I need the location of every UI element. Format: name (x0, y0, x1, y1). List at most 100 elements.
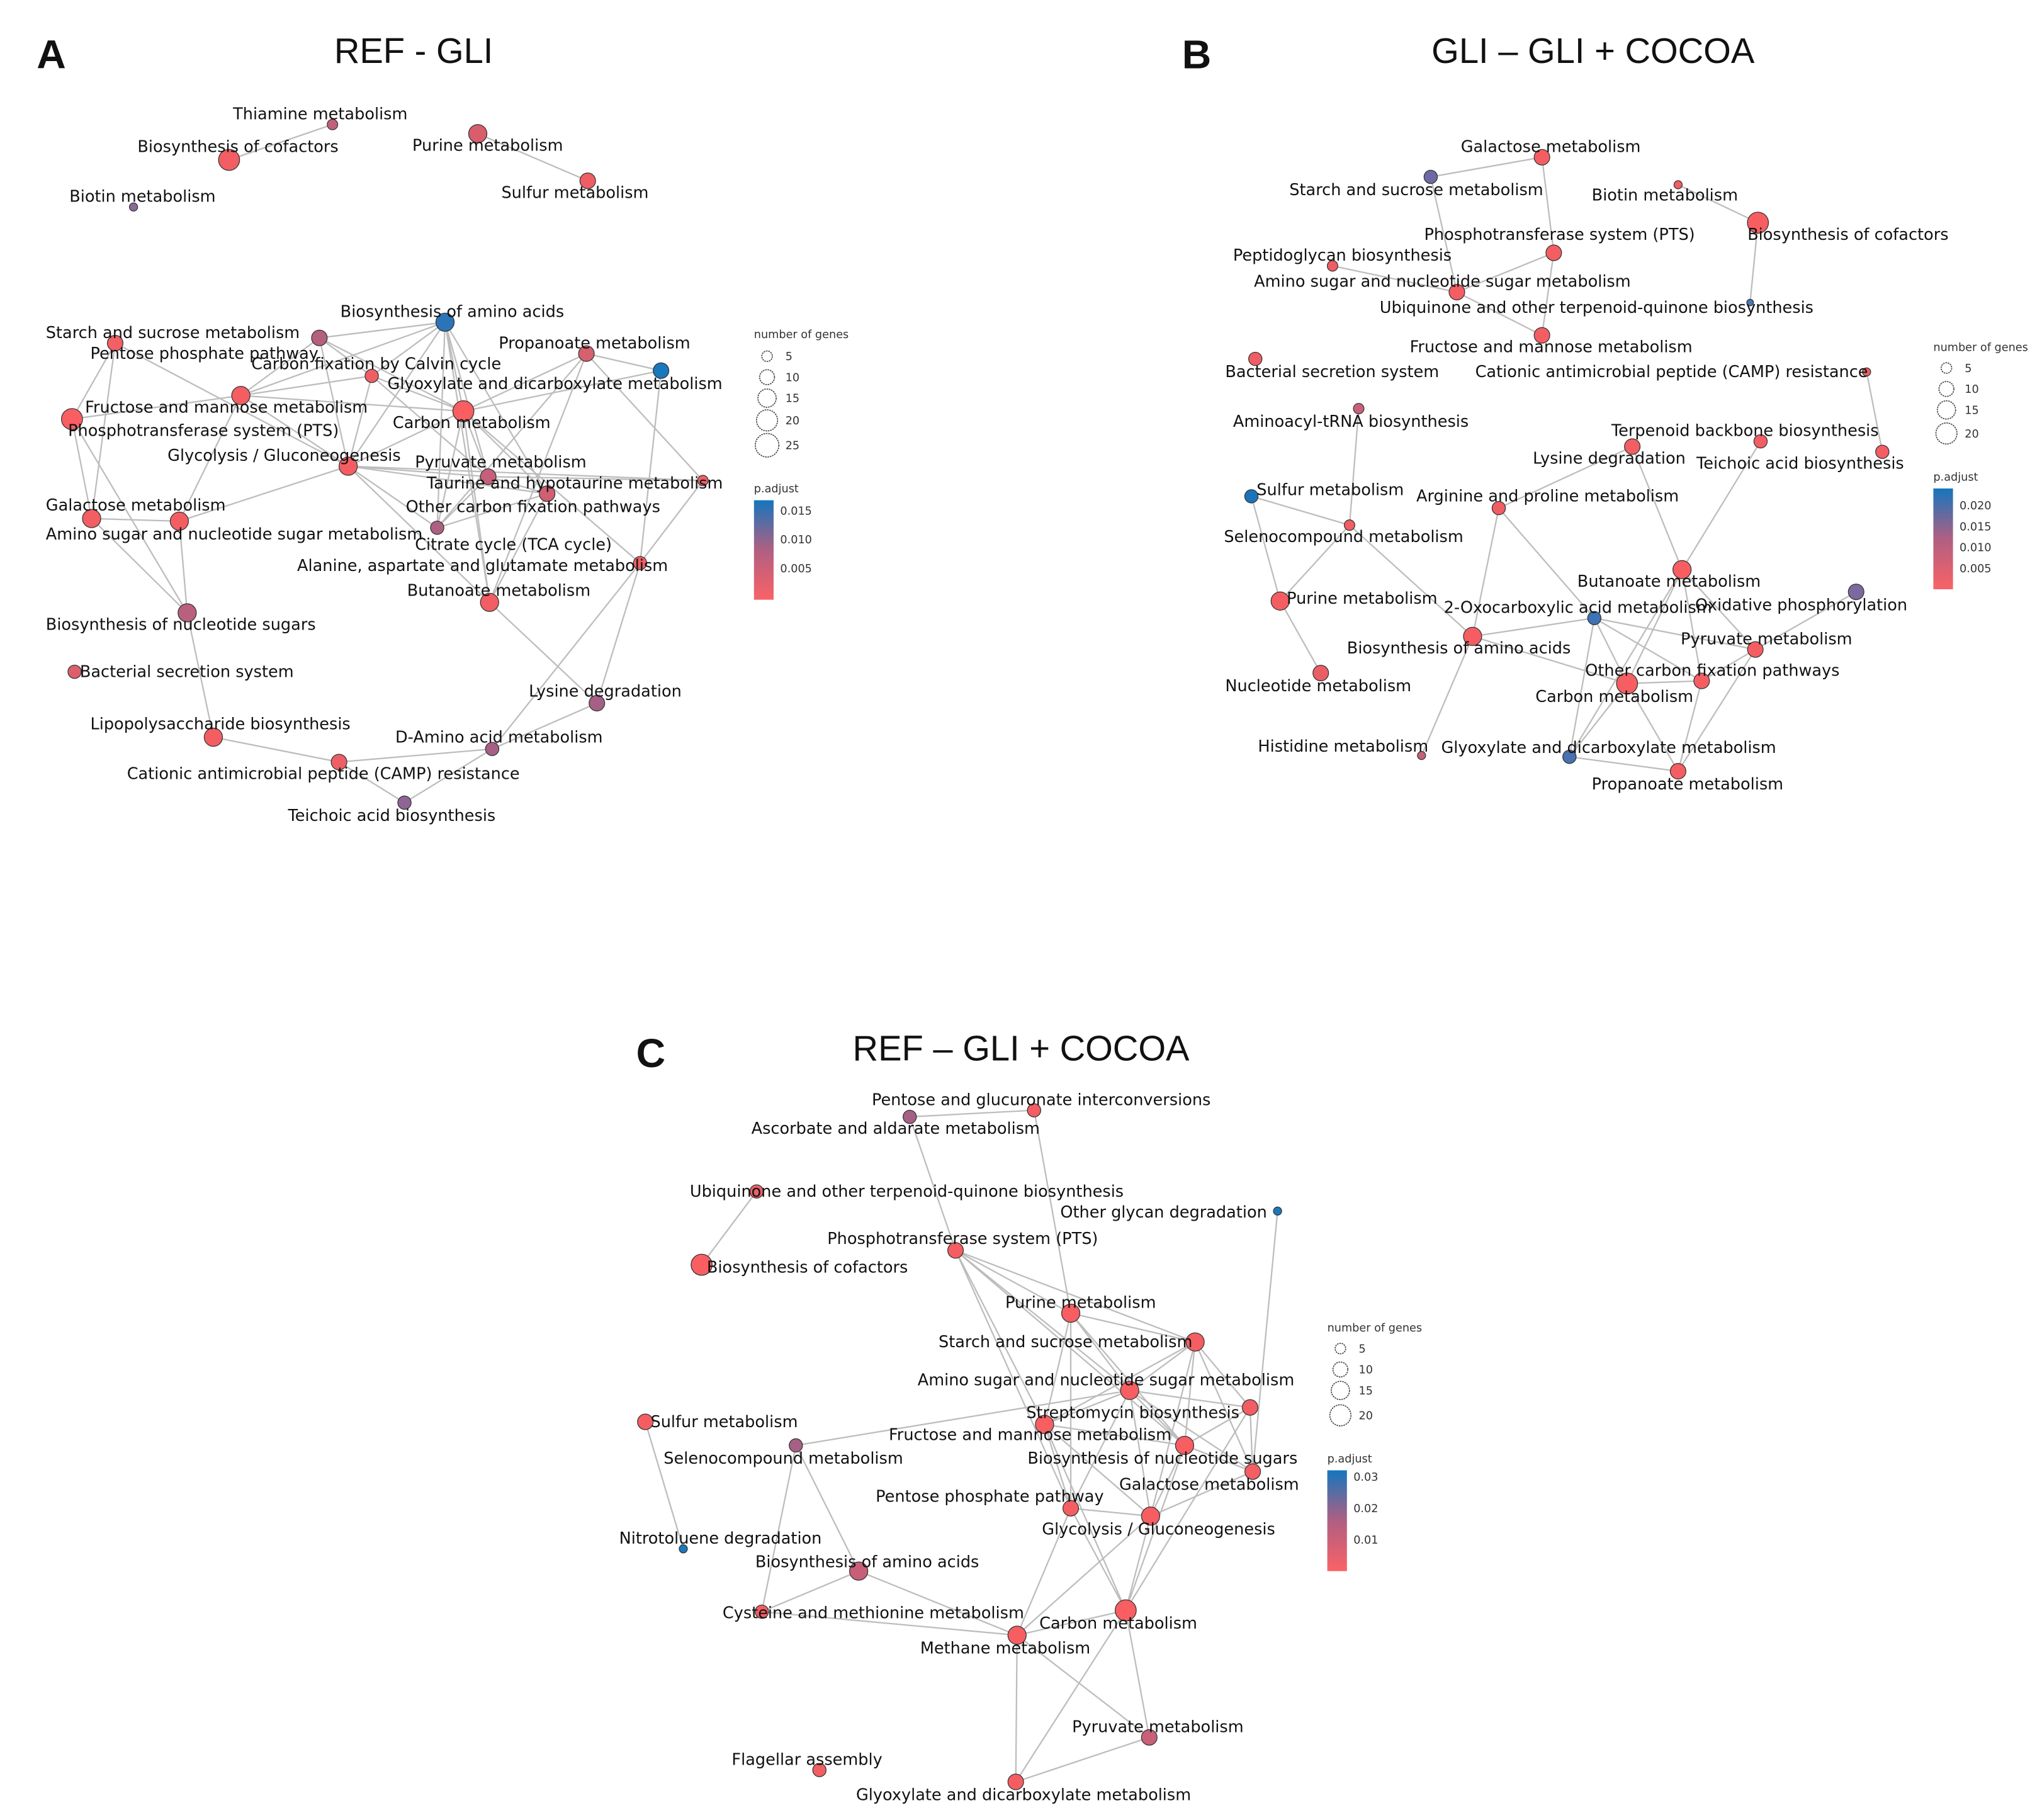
network-node[interactable] (1417, 751, 1426, 760)
network-node[interactable] (1624, 438, 1641, 455)
network-node[interactable] (1244, 489, 1259, 504)
network-node[interactable] (364, 368, 379, 383)
network-node[interactable] (485, 742, 500, 756)
network-node[interactable] (1673, 180, 1683, 189)
network-node[interactable] (849, 1561, 869, 1581)
network-node[interactable] (1862, 367, 1871, 376)
network-edge (645, 1422, 684, 1549)
network-node[interactable] (1673, 560, 1692, 579)
network-node[interactable] (633, 556, 648, 570)
network-node[interactable] (1587, 611, 1602, 625)
network-node[interactable] (397, 795, 412, 810)
network-node[interactable] (755, 1604, 769, 1619)
network-edge (1594, 617, 1756, 650)
network-node[interactable] (1175, 1435, 1195, 1455)
network-node[interactable] (435, 312, 455, 332)
network-node[interactable] (1312, 665, 1329, 682)
network-node[interactable] (947, 1242, 964, 1259)
network-node[interactable] (1545, 244, 1562, 261)
network-node[interactable] (1185, 1332, 1205, 1352)
network-node[interactable] (539, 485, 556, 502)
network-node[interactable] (1326, 260, 1338, 272)
network-node[interactable] (1007, 1625, 1027, 1645)
colorbar-tick-label: 0.01 (1353, 1534, 1378, 1547)
network-node[interactable] (61, 408, 83, 431)
network-node[interactable] (480, 592, 499, 612)
network-node[interactable] (1423, 169, 1438, 184)
network-node[interactable] (1120, 1381, 1139, 1400)
network-node[interactable] (1114, 1599, 1137, 1622)
network-node[interactable] (1533, 149, 1550, 166)
network-node[interactable] (1141, 1506, 1160, 1526)
network-node[interactable] (480, 468, 497, 485)
network-node[interactable] (1273, 1206, 1282, 1216)
network-node[interactable] (468, 124, 488, 144)
network-node[interactable] (339, 456, 358, 476)
network-node[interactable] (1343, 519, 1355, 531)
network-node[interactable] (1270, 591, 1290, 611)
network-node[interactable] (1448, 283, 1465, 301)
network-edge (1626, 683, 1679, 772)
network-node[interactable] (1847, 584, 1864, 601)
network-node[interactable] (1141, 1729, 1158, 1746)
network-edge (436, 410, 465, 528)
network-node[interactable] (1061, 1303, 1081, 1323)
network-node[interactable] (697, 475, 709, 487)
network-node[interactable] (82, 509, 101, 528)
network-edge (186, 613, 215, 738)
network-node[interactable] (1533, 327, 1550, 344)
network-node[interactable] (129, 202, 138, 212)
network-node[interactable] (1062, 1500, 1080, 1517)
network-node[interactable] (1244, 1463, 1261, 1480)
nodes (1244, 149, 1890, 780)
network-node[interactable] (691, 1253, 713, 1276)
network-edge (1498, 446, 1633, 509)
network-node[interactable] (1753, 434, 1768, 449)
network-node[interactable] (679, 1544, 688, 1554)
network-node[interactable] (311, 329, 328, 346)
color-legend-title: p.adjust (754, 483, 799, 495)
network-node[interactable] (653, 362, 670, 379)
network-node[interactable] (169, 511, 189, 531)
network-node[interactable] (106, 335, 124, 352)
network-node[interactable] (67, 664, 82, 679)
network-node[interactable] (330, 754, 347, 771)
network-node[interactable] (1248, 351, 1263, 366)
network-edge (228, 123, 333, 161)
network-node[interactable] (1747, 641, 1764, 658)
colorbar-tick-label: 0.020 (1960, 500, 1992, 512)
network-node[interactable] (579, 172, 596, 189)
network-node[interactable] (578, 345, 595, 362)
network-node[interactable] (1669, 763, 1686, 780)
network-node[interactable] (1747, 212, 1769, 234)
network-node[interactable] (1035, 1415, 1054, 1434)
network-node[interactable] (749, 1184, 764, 1199)
network-node[interactable] (231, 386, 251, 405)
network-edge (240, 321, 446, 397)
network-node[interactable] (218, 149, 240, 171)
network-node[interactable] (1562, 749, 1577, 764)
network-node[interactable] (1491, 500, 1506, 516)
network-node[interactable] (203, 727, 223, 747)
network-node[interactable] (1027, 1103, 1042, 1117)
size-legend-label: 10 (1359, 1364, 1373, 1377)
network-node[interactable] (812, 1763, 826, 1777)
network-node[interactable] (430, 521, 444, 535)
network-node[interactable] (452, 400, 475, 422)
network-node[interactable] (903, 1109, 917, 1124)
network-node[interactable] (789, 1438, 803, 1453)
network-node[interactable] (1746, 298, 1754, 307)
network-node[interactable] (1241, 1399, 1258, 1416)
network-node[interactable] (1463, 626, 1482, 647)
network-node[interactable] (178, 603, 197, 623)
network-node[interactable] (1353, 403, 1365, 415)
network-node[interactable] (1875, 444, 1890, 459)
network-node[interactable] (1693, 672, 1710, 689)
network-edge (319, 321, 446, 339)
network-node[interactable] (327, 118, 339, 130)
network-edge (348, 465, 488, 478)
network-node[interactable] (1007, 1773, 1024, 1790)
network-node[interactable] (1616, 672, 1639, 695)
network-node[interactable] (637, 1413, 654, 1430)
network-node[interactable] (589, 694, 606, 711)
